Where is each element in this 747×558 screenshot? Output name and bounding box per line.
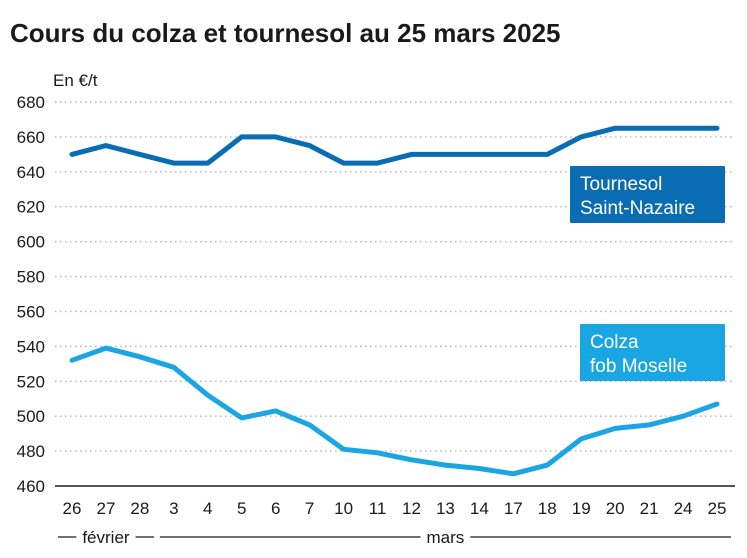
x-tick-label: 10 — [334, 499, 353, 518]
x-tick-label: 3 — [169, 499, 178, 518]
x-tick-label: 4 — [203, 499, 212, 518]
y-axis-unit-label: En €/t — [53, 71, 98, 90]
x-tick-label: 24 — [674, 499, 693, 518]
series-line-0 — [69, 125, 720, 166]
series-lines — [69, 125, 720, 477]
series-line-1 — [69, 345, 720, 477]
x-tick-label: 14 — [470, 499, 489, 518]
y-axis-ticks: 460 480 500 520 540 560 580 600 620 640 660 680 — [17, 93, 45, 496]
y-tick-label: 620 — [17, 198, 45, 217]
y-tick-label: 480 — [17, 442, 45, 461]
x-tick-label: 28 — [130, 499, 149, 518]
x-tick-label: 18 — [538, 499, 557, 518]
series-label-box — [580, 324, 725, 381]
y-tick-label: 560 — [17, 302, 45, 321]
gridlines — [55, 101, 735, 487]
x-axis-ticks: 26 27 28 3 4 5 6 7 10 11 12 13 14 17 18 19 20 21 24 25 — [63, 499, 727, 518]
x-tick-label: 20 — [606, 499, 625, 518]
x-tick-label: 21 — [640, 499, 659, 518]
y-tick-label: 460 — [17, 477, 45, 496]
x-tick-label: 11 — [369, 499, 387, 518]
y-tick-label: 600 — [17, 233, 45, 252]
y-tick-label: 520 — [17, 372, 45, 391]
y-tick-label: 680 — [17, 93, 45, 112]
series-label-text: Saint-Nazaire — [580, 198, 695, 219]
x-tick-label: 26 — [63, 499, 82, 518]
x-tick-label: 25 — [708, 499, 727, 518]
y-tick-label: 580 — [17, 268, 45, 287]
x-tick-label: 5 — [237, 499, 246, 518]
month-label: mars — [427, 528, 465, 547]
x-tick-label: 7 — [305, 499, 314, 518]
month-label: février — [82, 528, 130, 547]
series-labels: Tournesol Saint-Nazaire Colza fob Moselle — [570, 166, 725, 381]
chart-title: Cours du colza et tournesol au 25 mars 2… — [10, 18, 561, 48]
series-label-box — [570, 166, 725, 223]
x-tick-label: 17 — [504, 499, 523, 518]
series-label-text: Tournesol — [580, 174, 662, 195]
x-tick-label: 19 — [572, 499, 591, 518]
x-tick-label: 27 — [96, 499, 115, 518]
y-tick-label: 500 — [17, 407, 45, 426]
x-tick-label: 12 — [402, 499, 421, 518]
series-label-text: Colza — [590, 332, 639, 353]
y-tick-label: 660 — [17, 128, 45, 147]
month-labels: février mars — [58, 528, 731, 547]
x-tick-label: 13 — [436, 499, 455, 518]
y-tick-label: 540 — [17, 337, 45, 356]
series-label-text: fob Moselle — [590, 356, 687, 377]
y-tick-label: 640 — [17, 163, 45, 182]
x-tick-label: 6 — [271, 499, 280, 518]
